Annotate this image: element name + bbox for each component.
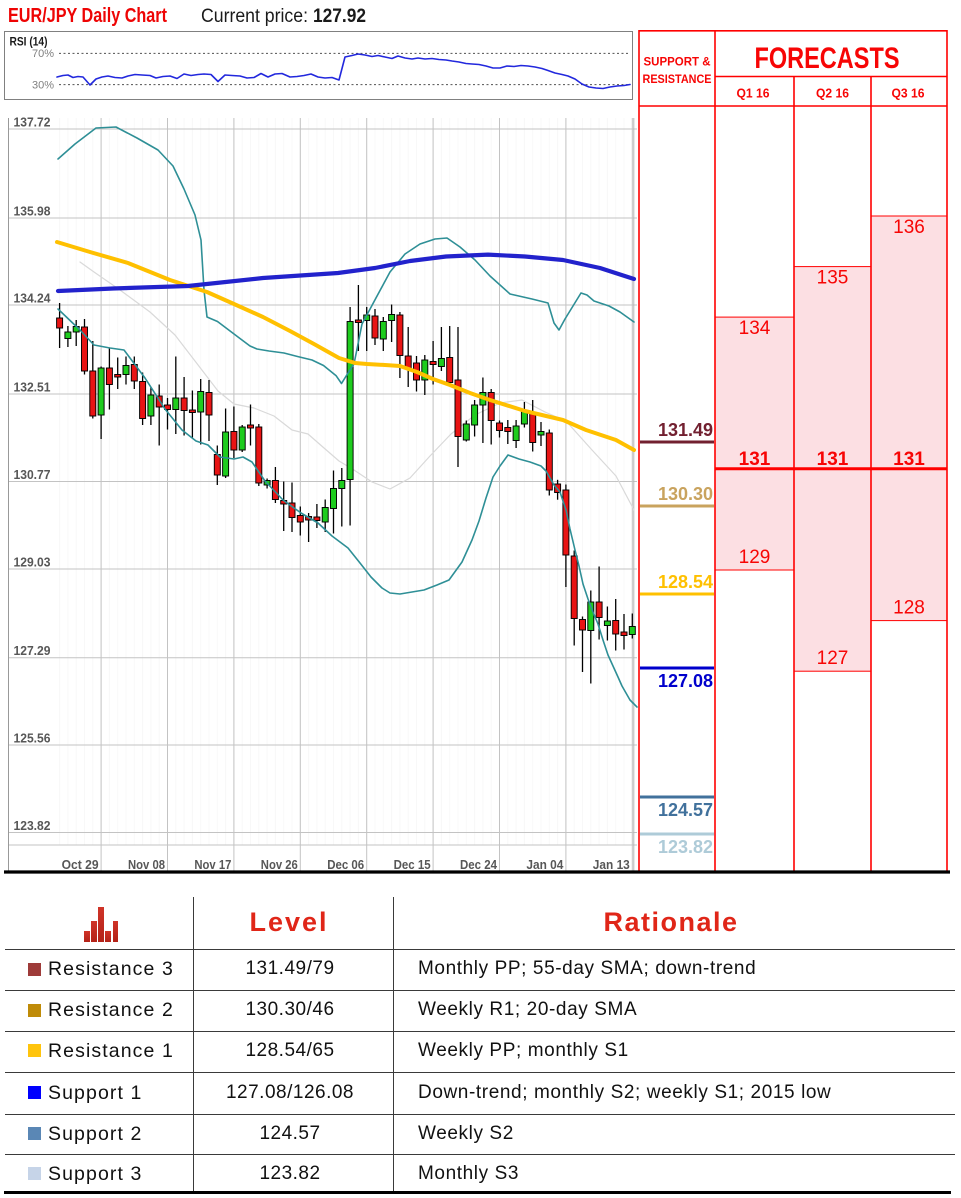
- svg-text:Dec 24: Dec 24: [460, 857, 498, 872]
- svg-text:127.92: 127.92: [313, 6, 366, 27]
- svg-text:135: 135: [817, 268, 849, 289]
- svg-text:Jan 13: Jan 13: [593, 857, 630, 872]
- svg-text:Nov 17: Nov 17: [194, 857, 231, 872]
- svg-text:Q1 16: Q1 16: [737, 87, 770, 101]
- svg-text:134.24: 134.24: [14, 292, 51, 306]
- svg-text:128: 128: [893, 598, 925, 619]
- svg-text:129: 129: [739, 547, 771, 568]
- svg-text:131: 131: [893, 449, 925, 470]
- svg-text:RSI (14): RSI (14): [10, 37, 48, 49]
- svg-text:Oct 29: Oct 29: [62, 857, 99, 872]
- svg-text:Q3 16: Q3 16: [892, 87, 925, 101]
- svg-text:127.29: 127.29: [14, 644, 51, 658]
- svg-text:132.51: 132.51: [14, 381, 51, 395]
- svg-text:Nov 08: Nov 08: [128, 857, 165, 872]
- svg-text:136: 136: [893, 217, 925, 238]
- svg-text:Current price:: Current price:: [201, 6, 308, 27]
- svg-text:Jan 04: Jan 04: [526, 857, 564, 872]
- svg-text:128.54: 128.54: [658, 572, 713, 592]
- svg-text:Nov 26: Nov 26: [261, 857, 298, 872]
- svg-text:135.98: 135.98: [14, 205, 51, 219]
- svg-text:123.82: 123.82: [658, 837, 713, 857]
- svg-text:131: 131: [817, 449, 849, 470]
- svg-text:RESISTANCE: RESISTANCE: [643, 72, 712, 86]
- svg-text:Dec 06: Dec 06: [327, 857, 364, 872]
- svg-text:SUPPORT &: SUPPORT &: [644, 55, 711, 69]
- svg-text:131.49: 131.49: [658, 420, 713, 440]
- svg-text:130.30: 130.30: [658, 484, 713, 504]
- svg-text:EUR/JPY Daily Chart: EUR/JPY Daily Chart: [8, 5, 167, 27]
- svg-text:124.57: 124.57: [658, 800, 713, 820]
- svg-text:30%: 30%: [32, 80, 54, 92]
- svg-text:129.03: 129.03: [14, 556, 51, 570]
- svg-text:70%: 70%: [32, 48, 54, 60]
- svg-text:134: 134: [739, 318, 771, 339]
- svg-text:125.56: 125.56: [14, 732, 51, 746]
- svg-text:130.77: 130.77: [14, 468, 51, 482]
- svg-text:131: 131: [739, 449, 771, 470]
- svg-text:Dec 15: Dec 15: [394, 857, 431, 872]
- svg-text:Q2 16: Q2 16: [816, 87, 849, 101]
- svg-text:127: 127: [817, 648, 849, 669]
- svg-text:127.08: 127.08: [658, 671, 713, 691]
- svg-text:FORECASTS: FORECASTS: [755, 42, 900, 75]
- svg-text:123.82: 123.82: [14, 819, 51, 833]
- svg-text:137.72: 137.72: [14, 116, 51, 130]
